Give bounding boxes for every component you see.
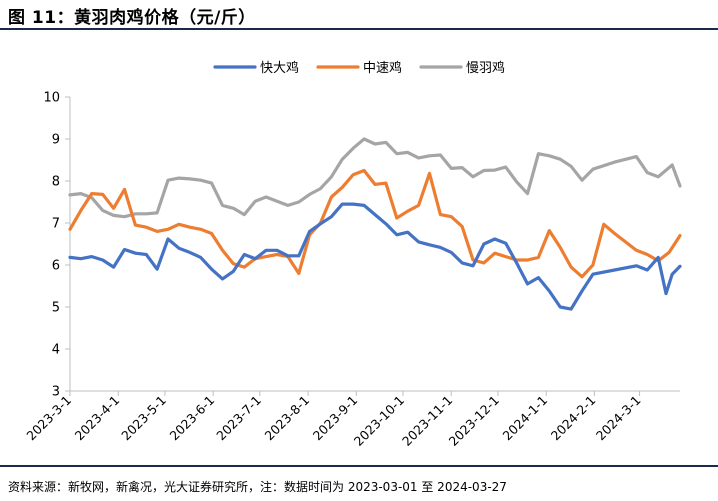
y-tick-label: 3 (52, 385, 60, 400)
y-tick-label: 8 (52, 175, 60, 190)
series-line (68, 168, 682, 279)
y-tick-label: 6 (52, 259, 60, 274)
legend-label: 中速鸡 (363, 60, 402, 76)
legend-item: 快大鸡 (213, 60, 299, 76)
chart-legend: 快大鸡 中速鸡 慢羽鸡 (213, 60, 505, 76)
x-tick-label: 2023-5-1 (118, 393, 169, 444)
x-tick-label: 2024-3-1 (593, 393, 644, 444)
x-tick-label: 2024-2-1 (548, 393, 599, 444)
series-line (68, 137, 682, 219)
y-tick-label: 7 (52, 217, 60, 232)
source-divider (0, 465, 718, 467)
x-tick-label: 2023-3-1 (23, 393, 74, 444)
x-tick-label: 2023-7-1 (213, 393, 264, 444)
x-tick-label: 2024-1-1 (500, 393, 551, 444)
x-tick-label: 2023-4-1 (72, 393, 123, 444)
source-note: 资料来源：新牧网，新禽况，光大证券研究所，注：数据时间为 2023-03-01 … (8, 480, 507, 494)
x-tick-label: 2023-12-1 (446, 393, 502, 449)
x-axis: 2023-3-12023-4-12023-5-12023-6-12023-7-1… (23, 390, 680, 449)
y-tick-label: 10 (43, 91, 60, 106)
x-tick-label: 2023-10-1 (351, 393, 407, 449)
y-axis: 3 4 5 6 7 8 9 10 (43, 91, 71, 400)
legend-label: 快大鸡 (260, 60, 299, 76)
legend-item: 慢羽鸡 (419, 60, 505, 76)
series-line (68, 202, 682, 311)
x-tick-label: 2023-6-1 (167, 393, 218, 444)
series-layer (68, 137, 682, 311)
title-underline (0, 28, 718, 30)
x-tick-label: 2023-8-1 (261, 393, 312, 444)
legend-item: 中速鸡 (316, 60, 402, 76)
y-tick-label: 5 (52, 301, 60, 316)
figure-title: 图 11：黄羽肉鸡价格（元/斤） (8, 8, 256, 28)
legend-label: 慢羽鸡 (466, 60, 505, 76)
y-tick-label: 4 (52, 343, 60, 358)
y-tick-label: 9 (52, 133, 60, 148)
